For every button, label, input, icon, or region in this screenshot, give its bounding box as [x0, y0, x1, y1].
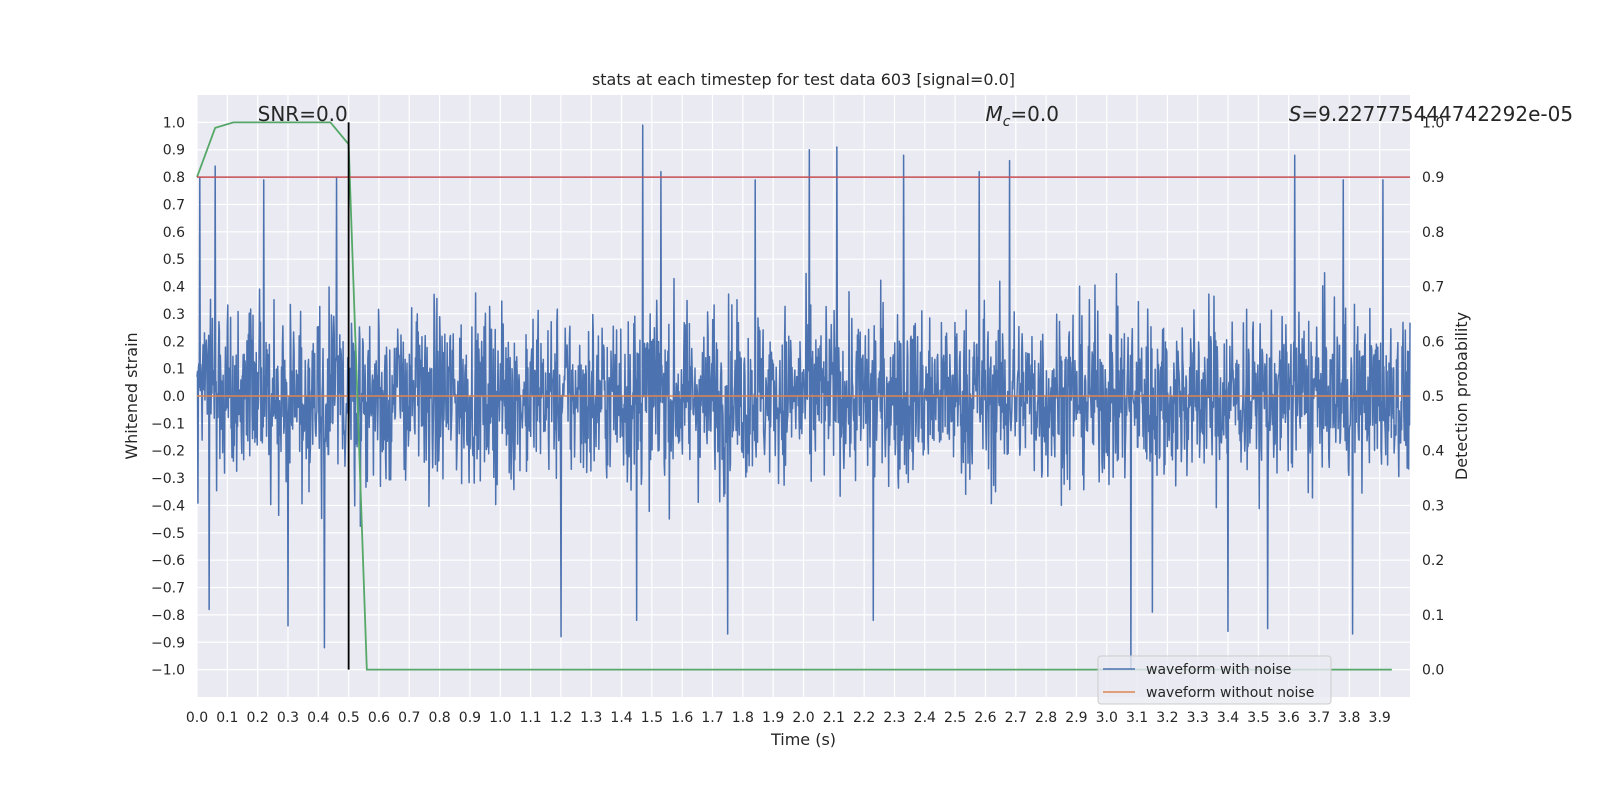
y2-tick-label: 0.3: [1422, 498, 1444, 514]
x-tick-label: 0.6: [368, 710, 390, 726]
x-tick-label: 3.7: [1308, 710, 1330, 726]
y-tick-label: 0.4: [163, 280, 185, 296]
legend-label-without-noise: waveform without noise: [1146, 685, 1314, 701]
x-tick-label: 0.2: [247, 710, 269, 726]
x-tick-label: 2.3: [883, 710, 905, 726]
y-tick-label: 0.2: [163, 334, 185, 350]
y-tick-label: 0.9: [163, 143, 185, 159]
x-tick-label: 0.3: [277, 710, 299, 726]
x-tick-label: 3.5: [1247, 710, 1269, 726]
y2-tick-label: 0.5: [1422, 389, 1444, 405]
x-tick-label: 3.0: [1096, 710, 1118, 726]
x-tick-label: 2.4: [914, 710, 936, 726]
y-axis-ticks: 1.0 0.9 0.8 0.7 0.6 0.5 0.4 0.3 0.2 0.1 0.0 −0.1 −0.…: [151, 115, 185, 678]
y-tick-label: 0.5: [163, 252, 185, 268]
x-tick-label: 2.2: [853, 710, 875, 726]
y-tick-label: 0.3: [163, 307, 185, 323]
x-tick-label: 2.6: [974, 710, 996, 726]
y-tick-label: −0.5: [151, 526, 185, 542]
chart-title: stats at each timestep for test data 603…: [592, 70, 1015, 89]
x-tick-label: 2.1: [823, 710, 845, 726]
series-waveform-with-noise: [196, 124, 1411, 671]
x-tick-label: 2.9: [1065, 710, 1087, 726]
annotation-s-symbol: S: [1289, 102, 1302, 126]
y2-tick-label: 0.4: [1422, 444, 1444, 460]
x-tick-label: 2.5: [944, 710, 966, 726]
y-tick-label: −0.7: [151, 581, 185, 597]
x-tick-label: 1.0: [489, 710, 511, 726]
annotation-chirp-mass-symbol: M: [985, 102, 1002, 126]
y2-tick-label: 0.2: [1422, 553, 1444, 569]
x-tick-label: 0.1: [216, 710, 238, 726]
y-tick-label: −0.1: [151, 416, 185, 432]
y-axis-label: Whitened strain: [122, 332, 141, 459]
annotation-chirp-mass: Mc=0.0: [985, 102, 1059, 130]
annotation-chirp-mass-subscript: c: [1003, 114, 1011, 130]
legend-label-with-noise: waveform with noise: [1146, 662, 1291, 678]
x-tick-label: 1.4: [610, 710, 632, 726]
y-tick-label: 1.0: [163, 115, 185, 131]
x-tick-label: 1.6: [671, 710, 693, 726]
y2-tick-label: 0.9: [1422, 170, 1444, 186]
y2-axis-label: Detection probability: [1452, 312, 1471, 480]
annotation-s: S=9.227775444742292e-05: [1289, 102, 1573, 126]
x-tick-label: 3.2: [1156, 710, 1178, 726]
x-tick-label: 1.1: [519, 710, 541, 726]
y-tick-label: −0.6: [151, 553, 185, 569]
y-tick-label: −0.2: [151, 444, 185, 460]
x-tick-label: 3.9: [1369, 710, 1391, 726]
y-tick-label: 0.7: [163, 197, 185, 213]
y-tick-label: 0.8: [163, 170, 185, 186]
x-tick-label: 3.1: [1126, 710, 1148, 726]
x-tick-label: 2.8: [1035, 710, 1057, 726]
annotation-chirp-mass-value: =0.0: [1010, 102, 1059, 126]
x-tick-label: 3.4: [1217, 710, 1239, 726]
x-tick-label: 3.8: [1338, 710, 1360, 726]
x-tick-label: 1.7: [701, 710, 723, 726]
legend-box: [1097, 655, 1332, 705]
x-tick-label: 1.2: [550, 710, 572, 726]
x-axis-ticks: 0.0 0.1 0.2 0.3 0.4 0.5 0.6 0.7 0.8 0.9 1.0 1.1 1.2 1…: [186, 710, 1391, 726]
y-tick-label: 0.0: [163, 389, 185, 405]
y-tick-label: −0.3: [151, 471, 185, 487]
y2-tick-label: 1.0: [1422, 115, 1444, 131]
x-tick-label: 0.9: [459, 710, 481, 726]
series-detection-probability: [196, 121, 1392, 671]
y-tick-label: 0.1: [163, 362, 185, 378]
y-tick-label: −1.0: [151, 663, 185, 679]
annotation-s-value: =9.227775444742292e-05: [1301, 102, 1573, 126]
x-tick-label: 1.9: [762, 710, 784, 726]
x-tick-label: 0.5: [337, 710, 359, 726]
x-tick-label: 1.5: [641, 710, 663, 726]
y2-tick-label: 0.7: [1422, 280, 1444, 296]
x-tick-label: 0.4: [307, 710, 329, 726]
y-tick-label: −0.8: [151, 608, 185, 624]
y2-axis-ticks: 1.0 0.9 0.8 0.7 0.6 0.5 0.4 0.3 0.2 0.1 0.0: [1422, 115, 1444, 678]
y-tick-label: 0.6: [163, 225, 185, 241]
x-axis-label: Time (s): [770, 730, 836, 749]
y-tick-label: −0.4: [151, 498, 185, 514]
y2-tick-label: 0.6: [1422, 334, 1444, 350]
x-tick-label: 0.7: [398, 710, 420, 726]
reference-lines: [197, 122, 1410, 670]
x-tick-label: 2.0: [792, 710, 814, 726]
y-tick-label: −0.9: [151, 635, 185, 651]
y2-tick-label: 0.1: [1422, 608, 1444, 624]
y2-tick-label: 0.0: [1422, 663, 1444, 679]
legend: waveform with noise waveform without noi…: [1097, 655, 1332, 705]
x-tick-label: 3.6: [1278, 710, 1300, 726]
x-tick-label: 1.3: [580, 710, 602, 726]
x-tick-label: 2.7: [1005, 710, 1027, 726]
x-tick-label: 3.3: [1187, 710, 1209, 726]
annotation-snr: SNR=0.0: [258, 102, 348, 126]
detection-probability-line: [196, 121, 1392, 671]
x-tick-label: 0.0: [186, 710, 208, 726]
y2-tick-label: 0.8: [1422, 225, 1444, 241]
waveform-with-noise-line: [196, 124, 1411, 671]
x-tick-label: 0.8: [428, 710, 450, 726]
x-tick-label: 1.8: [732, 710, 754, 726]
